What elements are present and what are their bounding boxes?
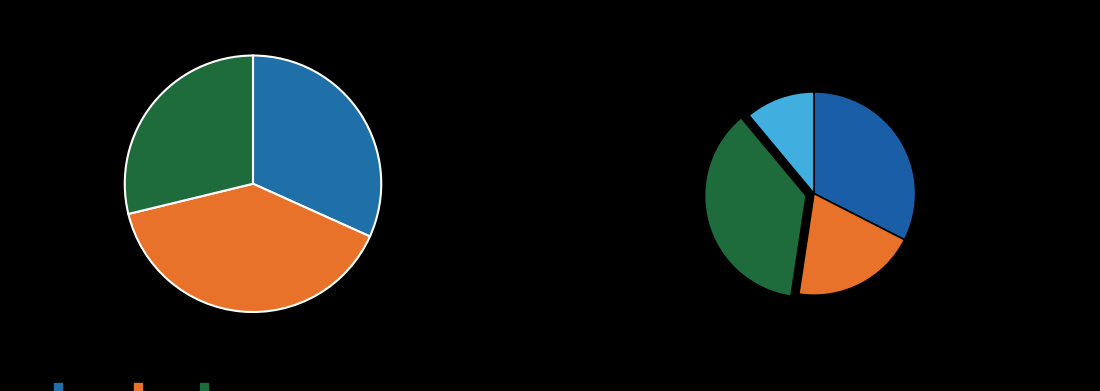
Legend: Certificate, Masters, Doctoral: Certificate, Masters, Doctoral (50, 378, 261, 391)
Wedge shape (129, 184, 370, 312)
Wedge shape (814, 92, 915, 240)
Wedge shape (124, 56, 253, 214)
Wedge shape (749, 92, 814, 194)
Wedge shape (704, 118, 806, 296)
Wedge shape (253, 56, 382, 237)
Wedge shape (799, 194, 904, 295)
